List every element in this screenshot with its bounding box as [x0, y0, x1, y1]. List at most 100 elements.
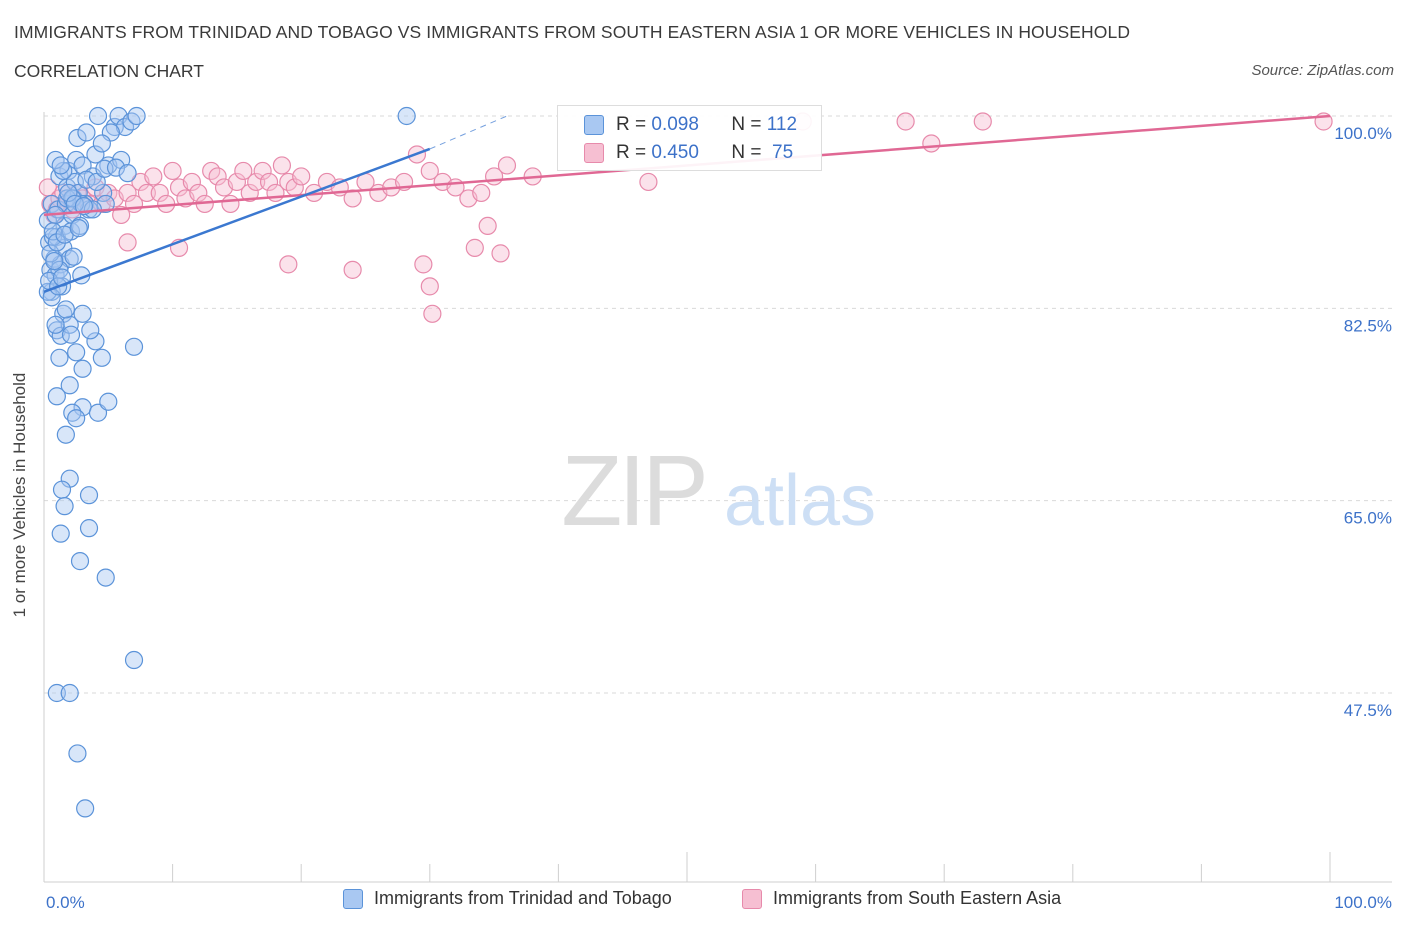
grid-lines [44, 115, 1392, 694]
stats-n-label: N = [731, 142, 767, 163]
trend-line-trinidad-extension [429, 115, 508, 150]
data-point [43, 222, 63, 241]
stats-r-label: R = [616, 142, 652, 163]
stats-r-label: R = [616, 114, 652, 135]
data-point [279, 255, 298, 274]
data-point [52, 480, 72, 499]
data-point [259, 172, 279, 192]
data-point [118, 164, 137, 183]
stats-r-value: 0.450 [651, 142, 699, 163]
data-point [86, 332, 105, 351]
data-point [69, 219, 88, 238]
data-point [112, 205, 131, 225]
data-point [122, 112, 141, 131]
watermark-atlas: atlas [724, 461, 876, 541]
data-point [478, 216, 497, 236]
data-point [221, 194, 240, 214]
source-note: Source: ZipAtlas.com [1251, 62, 1394, 79]
data-point [397, 106, 416, 126]
data-point [46, 315, 65, 334]
data-point [60, 683, 79, 703]
data-point [127, 106, 146, 126]
stats-n-value: 112 [766, 114, 798, 135]
data-point [163, 161, 182, 181]
stats-r-value: 0.098 [651, 114, 699, 135]
data-point [137, 183, 156, 203]
data-point [47, 387, 66, 406]
watermark-zip: ZIP [561, 435, 705, 547]
data-point [144, 167, 163, 186]
y-tick-label: 65.0% [1344, 509, 1392, 528]
data-point [208, 167, 227, 186]
stats-row-trinidad: R = 0.098 N = 112 [584, 112, 797, 138]
stats-row-se-asia: R = 0.450 N = 75 [584, 140, 793, 166]
data-point [68, 744, 87, 763]
legend-item-se-asia[interactable]: Immigrants from South Eastern Asia [742, 888, 1061, 909]
data-point [67, 343, 86, 362]
data-point [234, 161, 253, 181]
data-point [472, 183, 491, 203]
data-point [51, 156, 70, 175]
data-point [465, 238, 484, 257]
data-point [99, 392, 118, 411]
data-point [73, 359, 92, 378]
legend-swatch-blue [343, 888, 363, 909]
data-point [56, 425, 75, 444]
legend-item-trinidad[interactable]: Immigrants from Trinidad and Tobago [343, 888, 672, 909]
data-point [247, 172, 266, 192]
tick-labels: 100.0% 82.5% 65.0% 47.5% 0.0% 100.0% [46, 124, 1392, 912]
data-point [182, 172, 201, 192]
data-point [68, 128, 87, 148]
stats-n-value: 75 [766, 142, 794, 163]
data-point [47, 233, 66, 252]
data-point [491, 244, 510, 263]
data-point [189, 183, 208, 203]
data-point [64, 247, 83, 266]
x-tick-label: 0.0% [46, 893, 85, 912]
axes [43, 112, 1392, 883]
data-point [96, 568, 115, 587]
data-point [124, 337, 144, 356]
data-point [639, 172, 658, 192]
data-point [46, 150, 65, 170]
data-point [70, 552, 90, 571]
data-point [51, 524, 70, 543]
trend-line-trinidad [43, 147, 431, 294]
data-point [76, 799, 95, 818]
data-point [227, 172, 246, 192]
legend-label-se-asia: Immigrants from South Eastern Asia [773, 888, 1062, 908]
data-point [118, 233, 137, 252]
data-point [47, 683, 66, 703]
data-point [896, 112, 915, 131]
data-point [81, 321, 100, 340]
series-trinidad-tobago-points [38, 106, 416, 818]
data-point [414, 255, 433, 274]
data-point [343, 260, 362, 279]
data-point [150, 183, 169, 203]
data-point [86, 145, 105, 164]
data-point [253, 161, 272, 181]
x-tick-label: 100.0% [1334, 893, 1392, 912]
data-point [92, 134, 111, 153]
data-point [420, 161, 439, 181]
stats-swatch-pink [584, 143, 604, 163]
data-point [50, 348, 69, 367]
legend-swatch-pink [742, 888, 762, 909]
data-point [240, 183, 259, 203]
data-point [92, 348, 111, 367]
y-tick-label: 47.5% [1344, 701, 1392, 720]
y-tick-label: 100.0% [1334, 124, 1392, 143]
chart-subtitle: CORRELATION CHART [14, 61, 204, 81]
data-point [61, 325, 81, 344]
chart-legend: Immigrants from Trinidad and Tobago Immi… [0, 888, 1406, 918]
data-point [272, 156, 292, 175]
watermark: ZIP atlas [561, 435, 876, 547]
data-point [497, 156, 517, 175]
data-point [106, 158, 126, 177]
data-point [118, 183, 137, 203]
data-point [88, 106, 108, 126]
data-point [420, 277, 439, 296]
data-point [60, 376, 79, 395]
y-tick-label: 82.5% [1344, 316, 1392, 335]
